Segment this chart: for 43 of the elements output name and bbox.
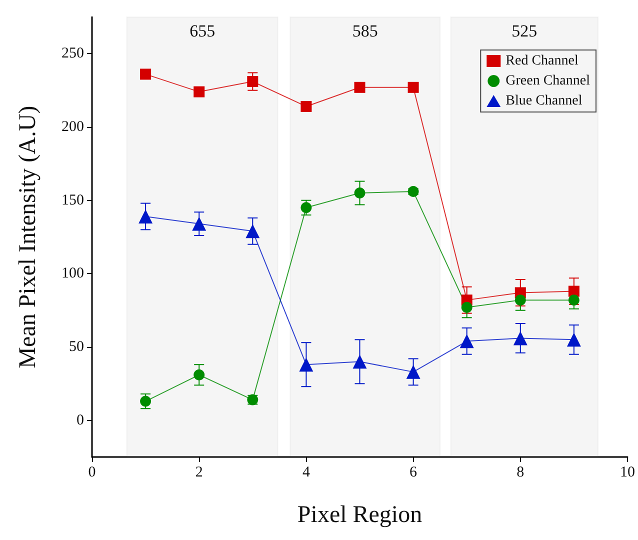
point [299,358,314,372]
y-tick-label: 100 [62,266,84,282]
x-tick-label: 6 [410,464,418,480]
point [514,294,526,306]
x-tick-label: 10 [620,464,635,480]
x-tick-label: 4 [302,464,310,480]
point [460,334,474,348]
point [406,364,420,379]
point [352,354,367,369]
band-label: 655 [190,22,216,40]
point [138,209,153,224]
point [140,396,152,407]
point [246,224,260,238]
point [300,202,312,214]
y-tick-label: 250 [62,46,84,62]
point [354,188,366,198]
point [408,82,419,93]
y-tick-label: 150 [62,192,84,208]
point [354,82,366,93]
point [300,100,312,112]
point [140,68,152,80]
y-tick-label: 0 [76,412,84,428]
point [513,331,528,346]
legend-label: Blue Channel [506,94,582,108]
band-label: 525 [512,22,538,40]
y-tick-label: 50 [69,339,84,355]
point [194,369,205,380]
point [408,186,419,198]
legend-label: Red Channel [506,54,578,68]
point [247,76,258,88]
point [568,294,580,306]
y-axis-title: Mean Pixel Intensity (A.U) [15,106,41,368]
point [566,332,581,347]
legend-label: Green Channel [506,74,590,88]
x-tick-label: 0 [88,464,96,480]
y-tick-label: 200 [62,119,84,135]
point [461,302,472,313]
point [194,86,205,98]
band-label: 585 [352,22,378,40]
x-tick-label: 8 [516,464,524,480]
x-axis-title: Pixel Region [297,502,422,528]
x-tick-label: 2 [195,464,203,480]
point [192,216,206,231]
